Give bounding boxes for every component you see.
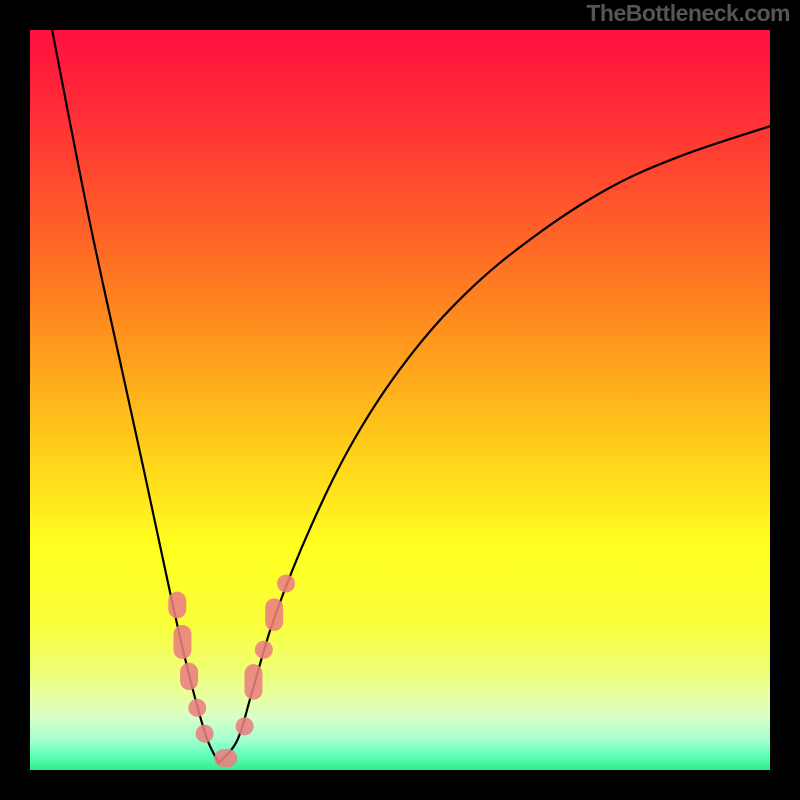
datapoint: [173, 625, 191, 659]
datapoint: [244, 664, 262, 700]
datapoint: [196, 725, 214, 743]
datapoint: [188, 699, 206, 717]
datapoint: [255, 641, 273, 659]
datapoint: [236, 717, 254, 735]
datapoint: [277, 575, 295, 593]
gradient-background: [30, 30, 770, 770]
datapoint: [168, 592, 186, 619]
bottleneck-chart: [30, 30, 770, 770]
datapoint: [180, 663, 198, 690]
datapoint: [265, 598, 283, 631]
datapoint: [214, 749, 237, 767]
watermark-text: TheBottleneck.com: [586, 0, 790, 27]
chart-frame: TheBottleneck.com: [0, 0, 800, 800]
